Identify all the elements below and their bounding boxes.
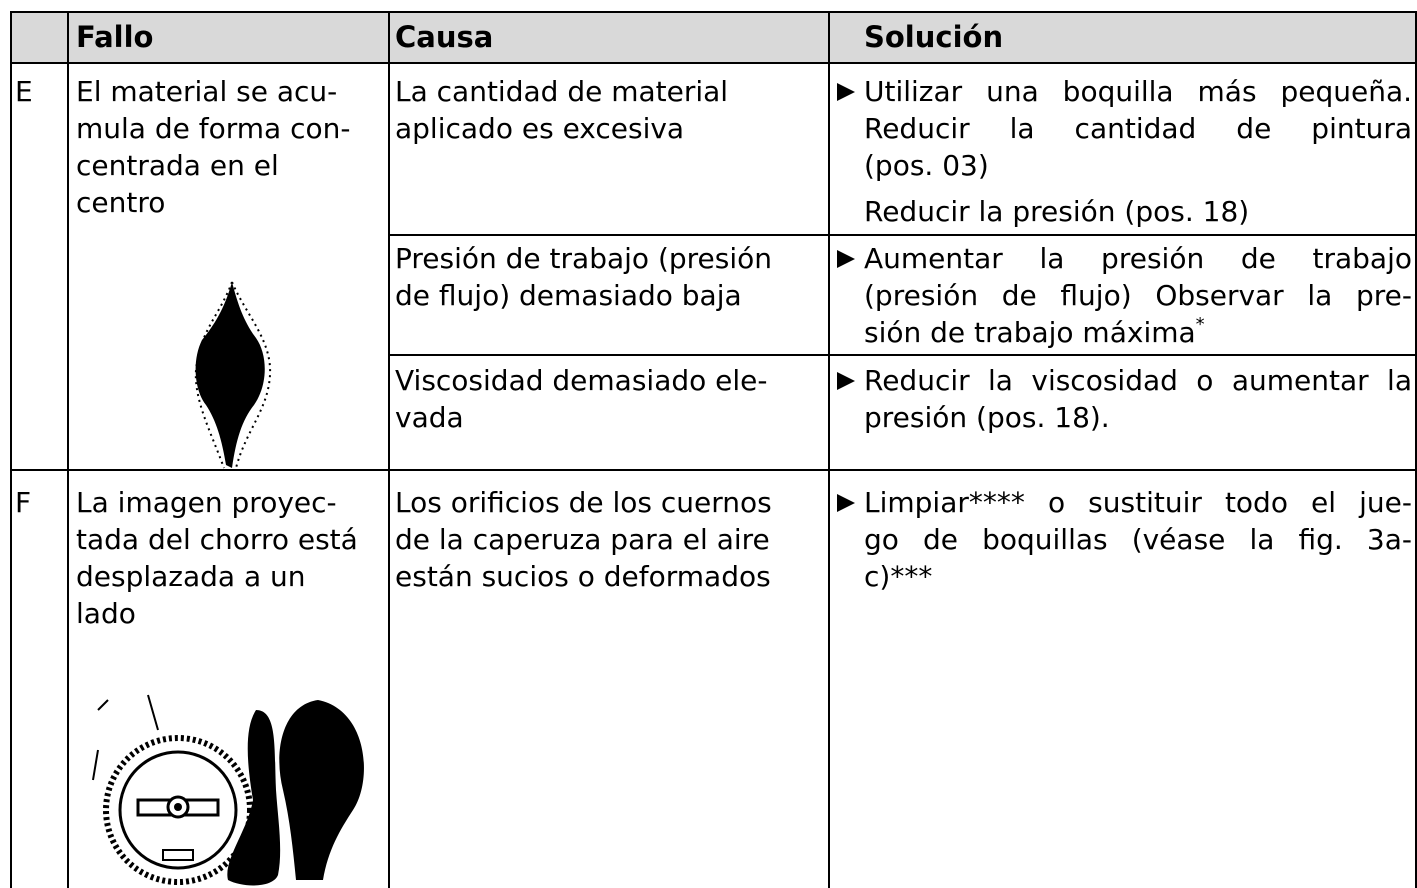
footnote-mark: * <box>1195 314 1205 335</box>
header-cell: Fallo <box>76 20 154 54</box>
causa-line: aplicado es excesiva <box>395 112 685 145</box>
causa-line: de flujo) demasiado baja <box>395 279 742 312</box>
border <box>388 354 1417 356</box>
solucion-extra: Reducir la presión (pos. 18) <box>864 195 1250 228</box>
row-code: F <box>15 486 32 519</box>
border <box>828 11 830 888</box>
border <box>10 11 1417 13</box>
causa-line: de la caperuza para el aire <box>395 523 770 556</box>
spray-gun-f <box>92 694 364 886</box>
causa-line: están sucios o deformados <box>395 560 771 593</box>
fallo-line: desplazada a un <box>76 560 306 593</box>
bullet-arrow <box>837 494 855 512</box>
bullet-arrow <box>837 372 855 390</box>
border <box>10 469 1417 471</box>
causa-line: Presión de trabajo (presión <box>395 242 773 275</box>
header-cell: Solución <box>864 20 1004 54</box>
solucion-line: sión de trabajo máxima* <box>864 314 1205 350</box>
fallo-line: mula de forma con- <box>76 112 351 145</box>
solucion-line: Utilizar una boquilla más pequeña. <box>864 75 1412 108</box>
bullet-arrow <box>837 83 855 101</box>
header-cell: Causa <box>395 20 494 54</box>
border <box>10 62 1417 64</box>
solucion-line: Reducir la viscosidad o aumentar la <box>864 364 1412 397</box>
causa-line: Los orificios de los cuernos <box>395 486 772 519</box>
causa-line: vada <box>395 401 464 434</box>
border <box>388 11 390 888</box>
border <box>67 11 69 888</box>
spray-pattern-e <box>194 281 272 469</box>
header-bg <box>10 12 1417 63</box>
row-code: E <box>15 75 33 108</box>
solucion-line: (pos. 03) <box>864 149 989 182</box>
fallo-line: centro <box>76 186 166 219</box>
border <box>1415 11 1417 888</box>
solucion-line: Aumentar la presión de trabajo <box>864 242 1412 275</box>
solucion-line: c)*** <box>864 560 933 593</box>
causa-line: Viscosidad demasiado ele- <box>395 364 768 397</box>
fallo-line: La imagen proyec- <box>76 486 337 519</box>
solucion-line: Reducir la cantidad de pintura <box>864 112 1412 145</box>
border <box>10 11 12 888</box>
fallo-line: El material se acu- <box>76 75 338 108</box>
bullet-arrow <box>837 250 855 268</box>
solucion-line: presión (pos. 18). <box>864 401 1110 434</box>
fallo-line: centrada en el <box>76 149 279 182</box>
solucion-line: (presión de flujo) Observar la pre- <box>864 279 1412 312</box>
border <box>388 234 1417 236</box>
causa-line: La cantidad de material <box>395 75 729 108</box>
fallo-line: lado <box>76 597 136 630</box>
fallo-line: tada del chorro está <box>76 523 358 556</box>
solucion-line: Limpiar**** o sustituir todo el jue- <box>864 486 1412 519</box>
solucion-line: go de boquillas (véase la fig. 3a- <box>864 523 1412 556</box>
